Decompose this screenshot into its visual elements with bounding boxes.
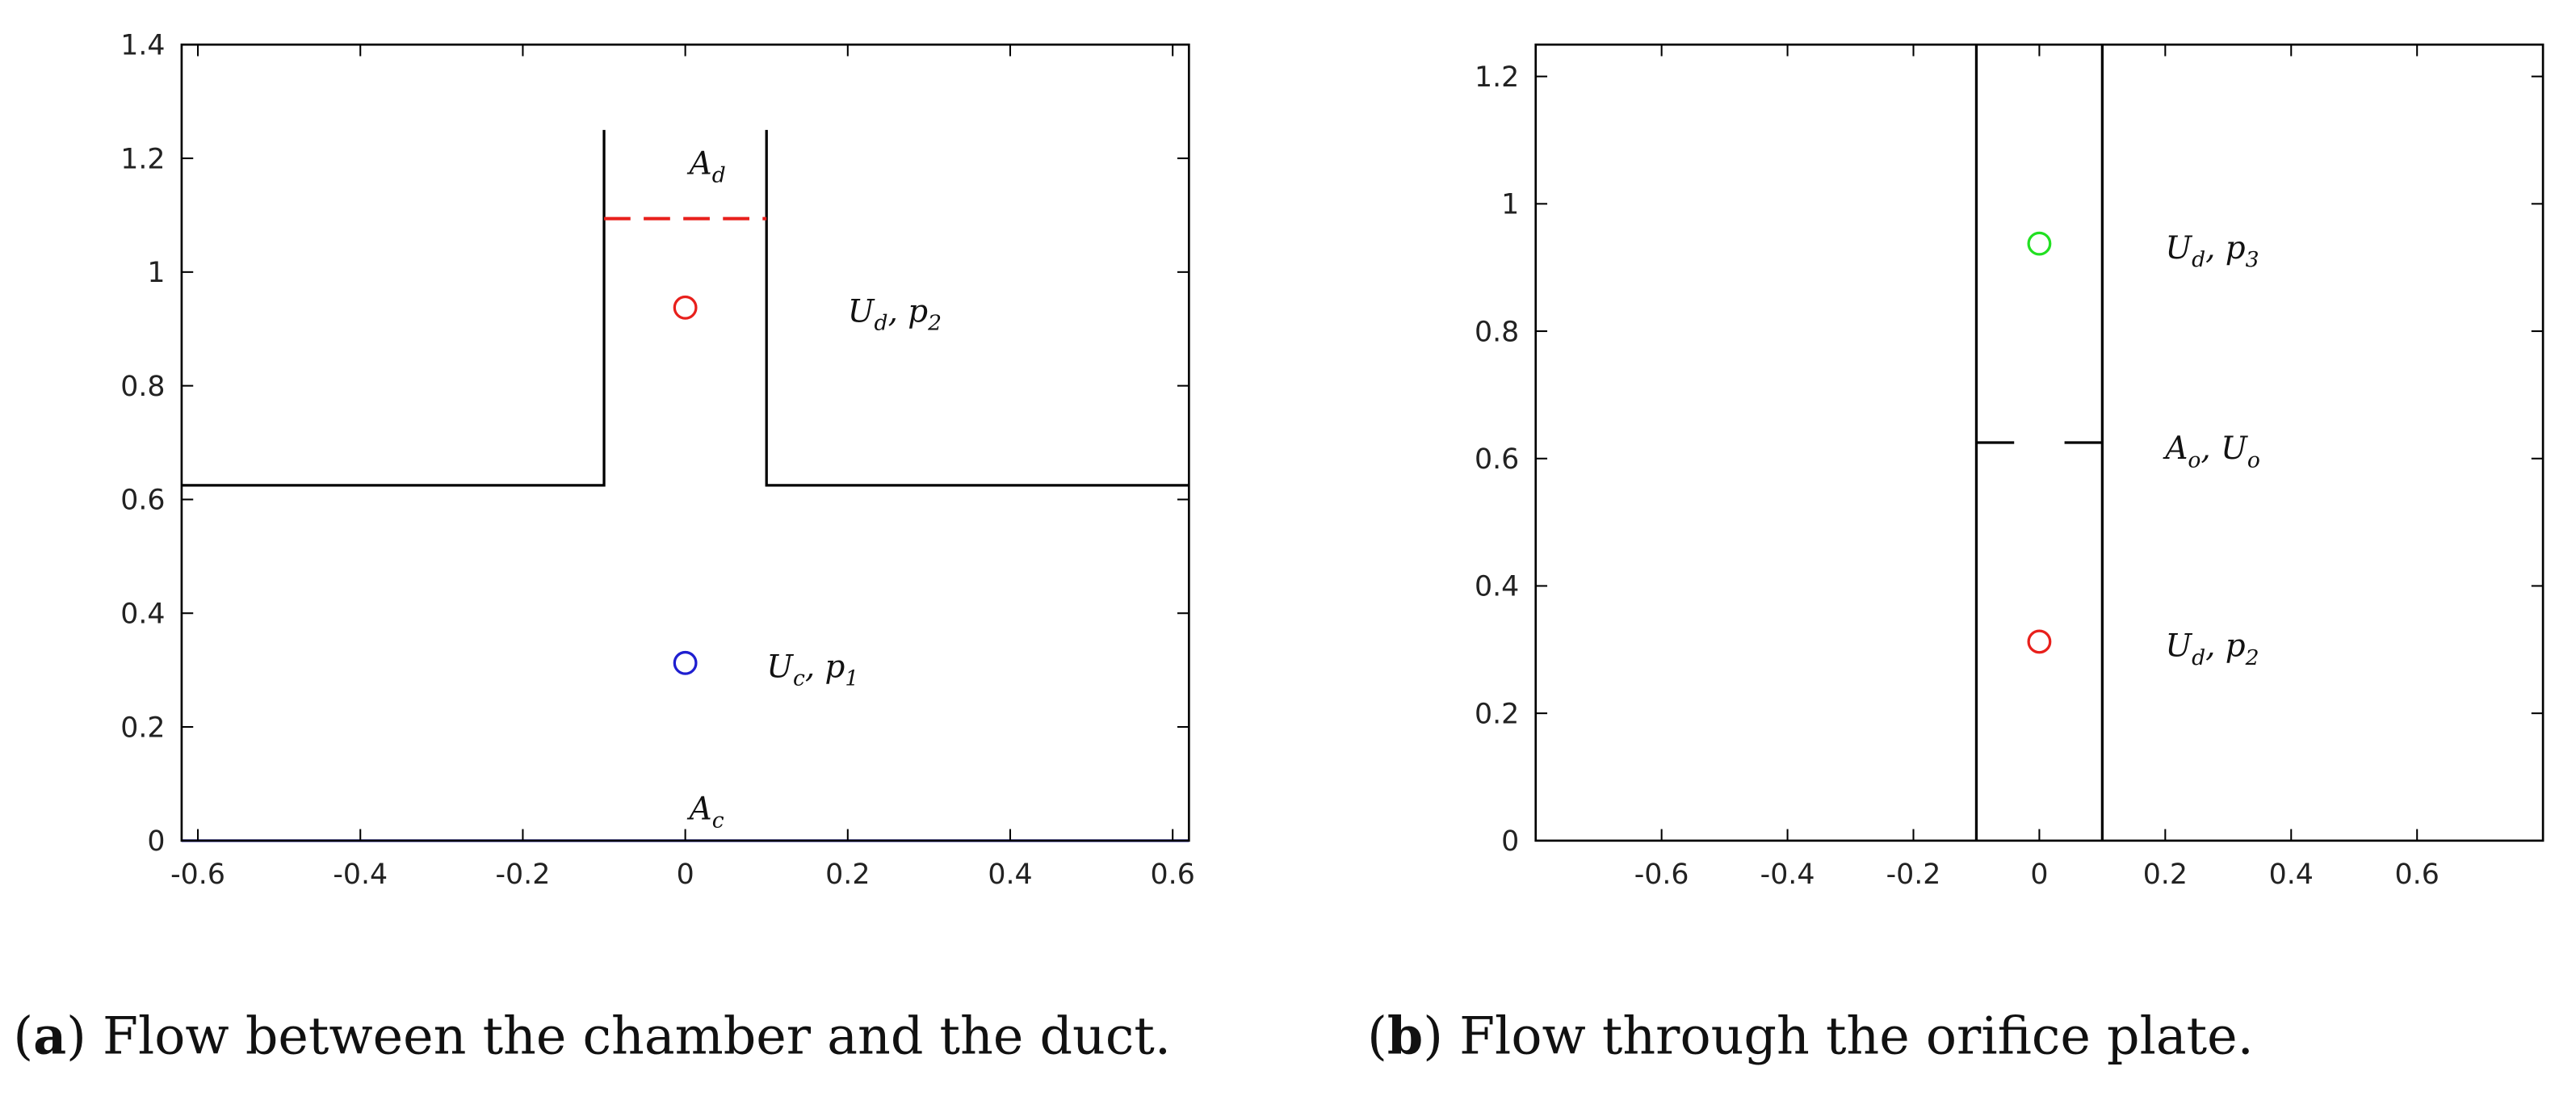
subscript: 2 xyxy=(927,311,942,336)
y-tick-label: 0.2 xyxy=(120,712,165,744)
x-tick-label: -0.6 xyxy=(1634,859,1689,891)
caption-label: b xyxy=(1387,1006,1423,1066)
marker xyxy=(673,650,698,675)
y-tick-label: 0.4 xyxy=(120,598,165,631)
x-tick-label: 0.2 xyxy=(825,859,870,891)
geometry-line xyxy=(765,129,1189,487)
text-part: , p xyxy=(2205,628,2246,665)
text-part: U xyxy=(766,649,794,685)
annotation: Uc, p1 xyxy=(766,649,858,691)
x-tick-label: -0.4 xyxy=(1760,859,1815,891)
y-tick-label: 0.8 xyxy=(1475,316,1519,348)
y-tick-label: 1.2 xyxy=(1475,61,1519,94)
axes-box xyxy=(180,43,1190,842)
annotation: Ud, p3 xyxy=(2165,230,2259,272)
y-tick-label: 1 xyxy=(1501,189,1519,221)
subscript: 3 xyxy=(2246,247,2259,272)
text-part: , p xyxy=(805,649,845,685)
axes-box xyxy=(1534,43,2545,842)
subscript: d xyxy=(712,163,726,188)
caption-text: Flow through the orifice plate. xyxy=(1443,1006,2254,1066)
marker xyxy=(2027,629,2052,654)
y-tick-label: 1 xyxy=(147,257,165,289)
subscript: o xyxy=(2188,447,2201,472)
annotation: Ac xyxy=(687,791,724,833)
x-tick-label: 0.4 xyxy=(2269,859,2314,891)
text-part: U xyxy=(2165,628,2192,665)
caption-paren: ( xyxy=(13,1006,33,1066)
text-part: U xyxy=(2165,230,2192,267)
caption: (a) Flow between the chamber and the duc… xyxy=(13,1006,1171,1066)
y-tick-label: 0.8 xyxy=(120,371,165,403)
y-tick-label: 0.4 xyxy=(1475,571,1519,603)
subscript: d xyxy=(2192,247,2205,272)
text-part: A xyxy=(687,791,712,827)
y-tick-label: 1.2 xyxy=(120,143,165,175)
marker xyxy=(673,295,698,320)
caption-text: Flow between the chamber and the duct. xyxy=(86,1006,1171,1066)
annotation: Ud, p2 xyxy=(2165,628,2259,670)
y-tick-label: 0.2 xyxy=(1475,698,1519,730)
x-tick-label: 0.4 xyxy=(988,859,1032,891)
x-tick-label: -0.4 xyxy=(333,859,388,891)
text-part: A xyxy=(687,145,712,182)
x-tick-label: -0.2 xyxy=(1886,859,1941,891)
y-tick-label: 0.6 xyxy=(1475,443,1519,476)
caption-paren: ) xyxy=(66,1006,86,1066)
x-tick-label: 0.6 xyxy=(1151,859,1195,891)
caption-paren: ( xyxy=(1367,1006,1387,1066)
y-tick-label: 1.4 xyxy=(120,29,165,61)
annotation: Ad xyxy=(687,145,726,187)
subscript: c xyxy=(793,666,805,691)
caption-paren: ) xyxy=(1423,1006,1443,1066)
x-tick-label: 0.2 xyxy=(2143,859,2188,891)
subscript: 2 xyxy=(2245,645,2259,670)
subscript: d xyxy=(875,311,888,336)
caption: (b) Flow through the orifice plate. xyxy=(1367,1006,2254,1066)
subscript: 1 xyxy=(845,666,858,691)
subscript: d xyxy=(2192,645,2205,670)
text-part: A xyxy=(2163,430,2188,467)
annotation: Ud, p2 xyxy=(848,293,942,335)
subscript: o xyxy=(2247,447,2260,472)
marker xyxy=(2027,231,2052,256)
x-tick-label: -0.2 xyxy=(496,859,551,891)
caption-label: a xyxy=(33,1006,66,1066)
y-tick-label: 0.6 xyxy=(120,485,165,517)
subscript: c xyxy=(712,808,724,834)
x-tick-label: 0 xyxy=(2030,859,2048,891)
x-tick-label: 0 xyxy=(677,859,694,891)
y-tick-label: 0 xyxy=(1501,825,1519,858)
text-part: , U xyxy=(2201,430,2248,467)
subplot: -0.6 -0.4 -0.2 0 0.2 0.4 0.6 0 0.2 0.4 0.6 0.8 1 1.2 U… xyxy=(1475,43,2545,891)
x-tick-label: 0.6 xyxy=(2395,859,2440,891)
x-tick-label: -0.6 xyxy=(170,859,225,891)
subplot: -0.6 -0.4 -0.2 0 0.2 0.4 0.6 0 0.2 0.4 0.6 0.8 1 1.2 1… xyxy=(120,29,1195,891)
text-part: U xyxy=(848,293,875,330)
text-part: , p xyxy=(2205,230,2246,267)
text-part: , p xyxy=(888,293,929,330)
y-tick-label: 0 xyxy=(147,825,165,858)
annotation: Ao, Uo xyxy=(2163,430,2260,472)
geometry-line xyxy=(181,129,606,487)
